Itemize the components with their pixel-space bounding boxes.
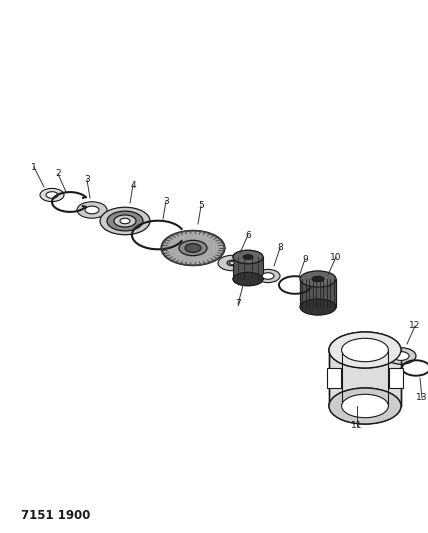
Text: 9: 9 <box>302 254 308 263</box>
Ellipse shape <box>329 332 401 368</box>
Ellipse shape <box>46 192 58 198</box>
Text: 10: 10 <box>330 253 342 262</box>
Ellipse shape <box>342 394 388 418</box>
Ellipse shape <box>386 348 416 364</box>
Ellipse shape <box>218 255 246 271</box>
Ellipse shape <box>179 240 207 256</box>
Ellipse shape <box>342 338 388 362</box>
Ellipse shape <box>233 272 263 286</box>
Ellipse shape <box>120 218 130 224</box>
Ellipse shape <box>77 202 107 218</box>
Ellipse shape <box>233 251 263 264</box>
Ellipse shape <box>329 332 401 368</box>
Ellipse shape <box>185 244 201 253</box>
Ellipse shape <box>256 269 280 282</box>
Text: 8: 8 <box>277 244 283 253</box>
Text: 5: 5 <box>198 201 204 211</box>
Text: 3: 3 <box>163 197 169 206</box>
Ellipse shape <box>161 230 225 265</box>
Ellipse shape <box>262 273 274 279</box>
Text: 3: 3 <box>84 175 90 184</box>
Ellipse shape <box>85 206 99 214</box>
Ellipse shape <box>300 271 336 287</box>
Ellipse shape <box>329 388 401 424</box>
Text: 4: 4 <box>130 181 136 190</box>
Ellipse shape <box>107 211 143 231</box>
Ellipse shape <box>329 388 401 424</box>
Ellipse shape <box>100 207 150 235</box>
Ellipse shape <box>243 255 253 259</box>
Text: 13: 13 <box>416 393 428 402</box>
Ellipse shape <box>40 188 64 201</box>
Ellipse shape <box>114 215 136 227</box>
Text: 2: 2 <box>55 169 61 179</box>
Ellipse shape <box>227 260 237 266</box>
FancyBboxPatch shape <box>389 368 403 388</box>
Ellipse shape <box>393 352 409 360</box>
Ellipse shape <box>233 251 263 264</box>
FancyBboxPatch shape <box>233 257 263 279</box>
FancyBboxPatch shape <box>300 279 336 307</box>
Text: 7: 7 <box>235 300 241 309</box>
Text: 1: 1 <box>31 163 37 172</box>
Ellipse shape <box>300 299 336 315</box>
Ellipse shape <box>229 262 235 264</box>
Text: 7151 1900: 7151 1900 <box>21 509 91 522</box>
Text: 11: 11 <box>351 422 363 431</box>
Ellipse shape <box>233 272 263 286</box>
Text: 6: 6 <box>245 230 251 239</box>
Text: 12: 12 <box>409 321 421 330</box>
FancyBboxPatch shape <box>329 350 401 406</box>
FancyBboxPatch shape <box>327 368 341 388</box>
Ellipse shape <box>312 276 324 282</box>
